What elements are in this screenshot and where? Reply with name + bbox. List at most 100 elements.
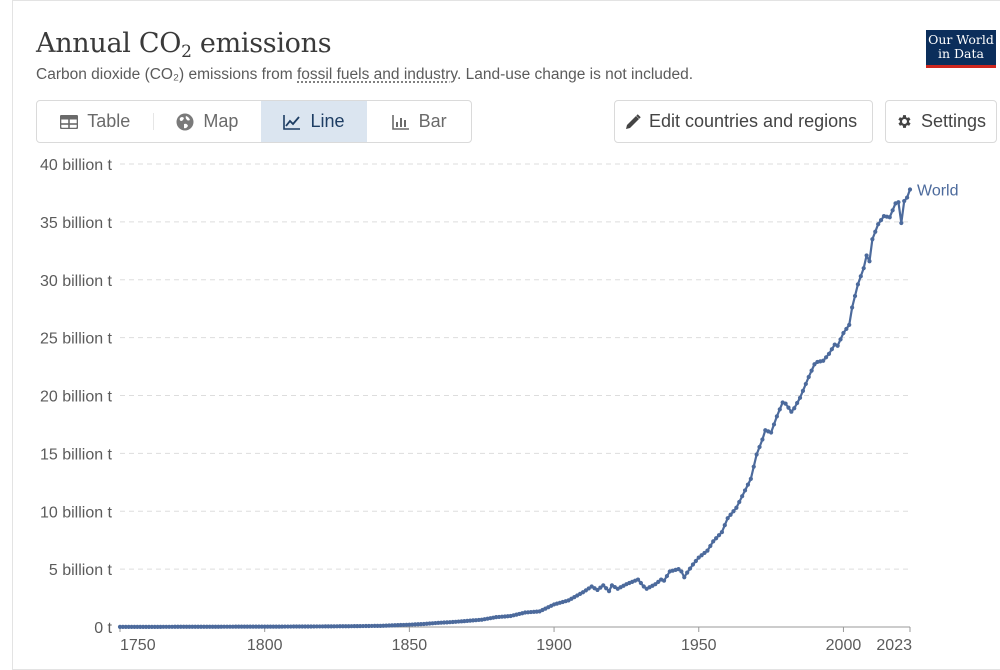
data-point[interactable] <box>230 624 235 629</box>
data-point[interactable] <box>702 550 707 556</box>
data-point[interactable] <box>725 516 730 521</box>
data-point[interactable] <box>256 624 262 629</box>
data-point[interactable] <box>201 624 207 629</box>
data-point[interactable] <box>696 555 701 560</box>
data-point[interactable] <box>297 624 302 629</box>
data-point[interactable] <box>233 624 238 629</box>
data-point[interactable] <box>687 566 693 571</box>
data-point[interactable] <box>190 624 195 629</box>
data-point[interactable] <box>274 624 279 629</box>
data-point[interactable] <box>152 624 157 629</box>
data-point[interactable] <box>835 343 840 348</box>
tab-map[interactable]: Map <box>154 101 261 142</box>
data-point[interactable] <box>708 543 713 549</box>
data-point[interactable] <box>164 624 169 629</box>
data-point[interactable] <box>236 624 241 629</box>
data-point[interactable] <box>873 229 878 234</box>
data-point[interactable] <box>907 187 913 192</box>
data-point[interactable] <box>204 624 209 629</box>
data-point[interactable] <box>664 573 670 579</box>
data-point[interactable] <box>323 624 328 629</box>
data-point[interactable] <box>823 355 829 360</box>
data-point[interactable] <box>679 569 684 574</box>
data-point[interactable] <box>222 624 227 629</box>
edit-countries-button[interactable]: Edit countries and regions <box>614 100 873 143</box>
data-point[interactable] <box>719 529 725 535</box>
data-point[interactable] <box>595 587 600 593</box>
data-point[interactable] <box>638 580 643 586</box>
data-point[interactable] <box>352 624 357 629</box>
data-point[interactable] <box>861 266 866 271</box>
data-point[interactable] <box>363 623 369 629</box>
data-point[interactable] <box>169 624 175 629</box>
data-point[interactable] <box>294 624 299 629</box>
data-point[interactable] <box>227 624 233 629</box>
data-point[interactable] <box>198 624 204 629</box>
data-point[interactable] <box>731 509 736 514</box>
data-point[interactable] <box>661 578 667 583</box>
tab-bar[interactable]: Bar <box>367 101 471 142</box>
data-point[interactable] <box>728 512 733 517</box>
data-point[interactable] <box>187 624 192 629</box>
data-point[interactable] <box>711 539 716 544</box>
data-point[interactable] <box>251 624 256 629</box>
data-point[interactable] <box>213 624 218 629</box>
data-point[interactable] <box>360 623 366 629</box>
data-point[interactable] <box>262 624 267 629</box>
data-point[interactable] <box>867 259 872 264</box>
tab-line[interactable]: Line <box>260 101 368 142</box>
data-point[interactable] <box>219 624 224 629</box>
data-point[interactable] <box>216 624 221 629</box>
data-point[interactable] <box>265 624 270 629</box>
data-point[interactable] <box>748 476 753 481</box>
data-point[interactable] <box>792 406 797 411</box>
data-point[interactable] <box>303 624 308 629</box>
data-point[interactable] <box>132 624 137 629</box>
data-point[interactable] <box>129 624 134 629</box>
data-point[interactable] <box>826 351 832 356</box>
data-point[interactable] <box>829 347 834 352</box>
data-point[interactable] <box>248 624 253 629</box>
data-point[interactable] <box>905 195 910 200</box>
data-point[interactable] <box>635 577 641 582</box>
data-point[interactable] <box>806 374 811 380</box>
data-point[interactable] <box>803 381 808 387</box>
data-point[interactable] <box>193 624 198 629</box>
data-point[interactable] <box>714 536 719 541</box>
settings-button[interactable]: Settings <box>885 100 997 143</box>
data-point[interactable] <box>329 624 334 629</box>
data-point[interactable] <box>311 624 316 629</box>
data-point[interactable] <box>181 624 186 629</box>
data-point[interactable] <box>317 624 322 629</box>
data-point[interactable] <box>167 624 172 629</box>
data-point[interactable] <box>242 624 247 629</box>
data-point[interactable] <box>259 624 264 629</box>
data-point[interactable] <box>271 624 276 629</box>
data-point[interactable] <box>890 208 895 213</box>
data-point[interactable] <box>141 624 146 629</box>
data-point[interactable] <box>375 623 380 628</box>
data-point[interactable] <box>850 305 855 310</box>
data-point[interactable] <box>196 624 201 629</box>
data-point[interactable] <box>337 624 343 629</box>
data-point[interactable] <box>224 624 230 629</box>
data-point[interactable] <box>902 198 907 204</box>
data-point[interactable] <box>722 523 727 528</box>
data-point[interactable] <box>841 330 846 336</box>
data-point[interactable] <box>291 624 296 629</box>
data-point[interactable] <box>690 562 696 567</box>
data-point[interactable] <box>771 422 777 427</box>
data-point[interactable] <box>138 624 143 629</box>
data-point[interactable] <box>656 579 661 584</box>
data-point[interactable] <box>768 430 774 435</box>
owid-logo[interactable]: Our World in Data <box>926 30 996 68</box>
data-point[interactable] <box>847 322 852 327</box>
data-point[interactable] <box>685 570 690 575</box>
data-point[interactable] <box>285 624 290 629</box>
data-point[interactable] <box>117 624 123 629</box>
tab-table[interactable]: Table <box>37 101 153 142</box>
data-point[interactable] <box>326 624 331 629</box>
data-point[interactable] <box>334 624 340 629</box>
data-point[interactable] <box>598 585 603 590</box>
data-point[interactable] <box>349 624 354 629</box>
